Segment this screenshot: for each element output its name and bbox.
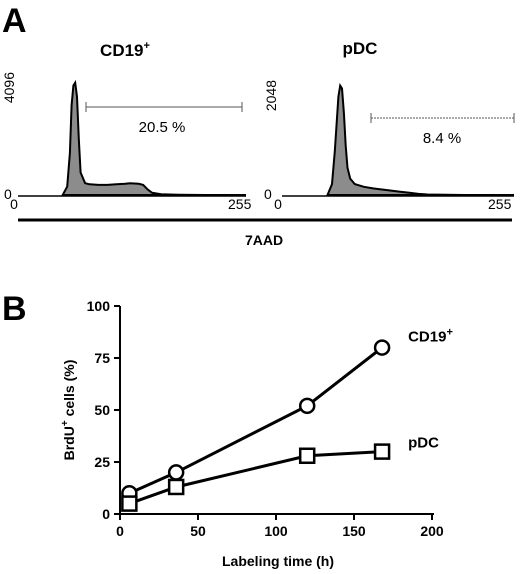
b-point-cd19 xyxy=(298,397,316,415)
b-series-line-cd19 xyxy=(128,346,384,495)
b-x-tick-label: 100 xyxy=(264,523,288,539)
line-chart-brdu: 0 25 50 75 100 0 50 100 150 200 CD19+ pDC BrdU+ ce… xyxy=(60,298,453,569)
b-y-tick-label: 0 xyxy=(102,506,110,522)
b-y-tick-label: 50 xyxy=(94,402,110,418)
b-y-tick-label: 100 xyxy=(87,298,111,314)
histogram-cd19-xmin-label: 0 xyxy=(10,196,18,212)
b-point-pdc xyxy=(121,495,138,512)
b-point-pdc xyxy=(373,443,391,460)
histogram-pdc-title: pDC xyxy=(343,39,378,58)
b-series-label-cd19: CD19+ xyxy=(408,327,453,346)
b-x-tick-label: 0 xyxy=(116,523,124,539)
histogram-cd19-gate-label: 20.5 % xyxy=(139,119,186,136)
b-point-pdc xyxy=(167,478,185,496)
histogram-cd19-ymin-label: 0 xyxy=(4,186,12,202)
histogram-cd19: CD19+ 4096 0 0 255 20.5 % xyxy=(1,40,252,212)
b-series-label-pdc: pDC xyxy=(408,435,439,452)
b-series-line-pdc xyxy=(128,450,383,506)
panel-b-letter: B xyxy=(2,290,27,328)
b-point-cd19 xyxy=(167,464,185,481)
b-y-axis-title: BrdU+ cells (%) xyxy=(60,360,77,461)
histogram-cd19-title: CD19+ xyxy=(100,40,150,60)
b-y-tick-label: 25 xyxy=(94,454,110,470)
histogram-cd19-area xyxy=(61,79,246,196)
panel-a-letter: A xyxy=(2,2,27,40)
histogram-cd19-xmax-label: 255 xyxy=(228,196,252,212)
histogram-pdc-xmin-label: 0 xyxy=(274,196,282,212)
b-point-pdc xyxy=(298,447,316,465)
histogram-pdc-ymax-label: 2048 xyxy=(263,80,279,111)
histogram-pdc-gate xyxy=(370,113,515,123)
panel-a-x-axis-title: 7AAD xyxy=(245,232,283,248)
histogram-pdc-area xyxy=(326,82,514,196)
b-x-tick-label: 50 xyxy=(190,523,206,539)
histogram-pdc-gate-label: 8.4 % xyxy=(423,130,461,147)
histogram-pdc-xmax-label: 255 xyxy=(488,196,512,212)
b-x-tick-label: 200 xyxy=(420,523,444,539)
b-y-tick-label: 75 xyxy=(94,350,110,366)
b-point-cd19 xyxy=(373,339,391,356)
histogram-cd19-gate xyxy=(85,102,243,112)
histogram-cd19-ymax-label: 4096 xyxy=(1,72,17,103)
histogram-pdc: pDC 2048 0 0 255 8.4 % xyxy=(263,39,515,212)
histogram-pdc-ymin-label: 0 xyxy=(264,186,272,202)
b-x-tick-label: 150 xyxy=(342,523,366,539)
b-x-axis-title: Labeling time (h) xyxy=(222,553,334,569)
